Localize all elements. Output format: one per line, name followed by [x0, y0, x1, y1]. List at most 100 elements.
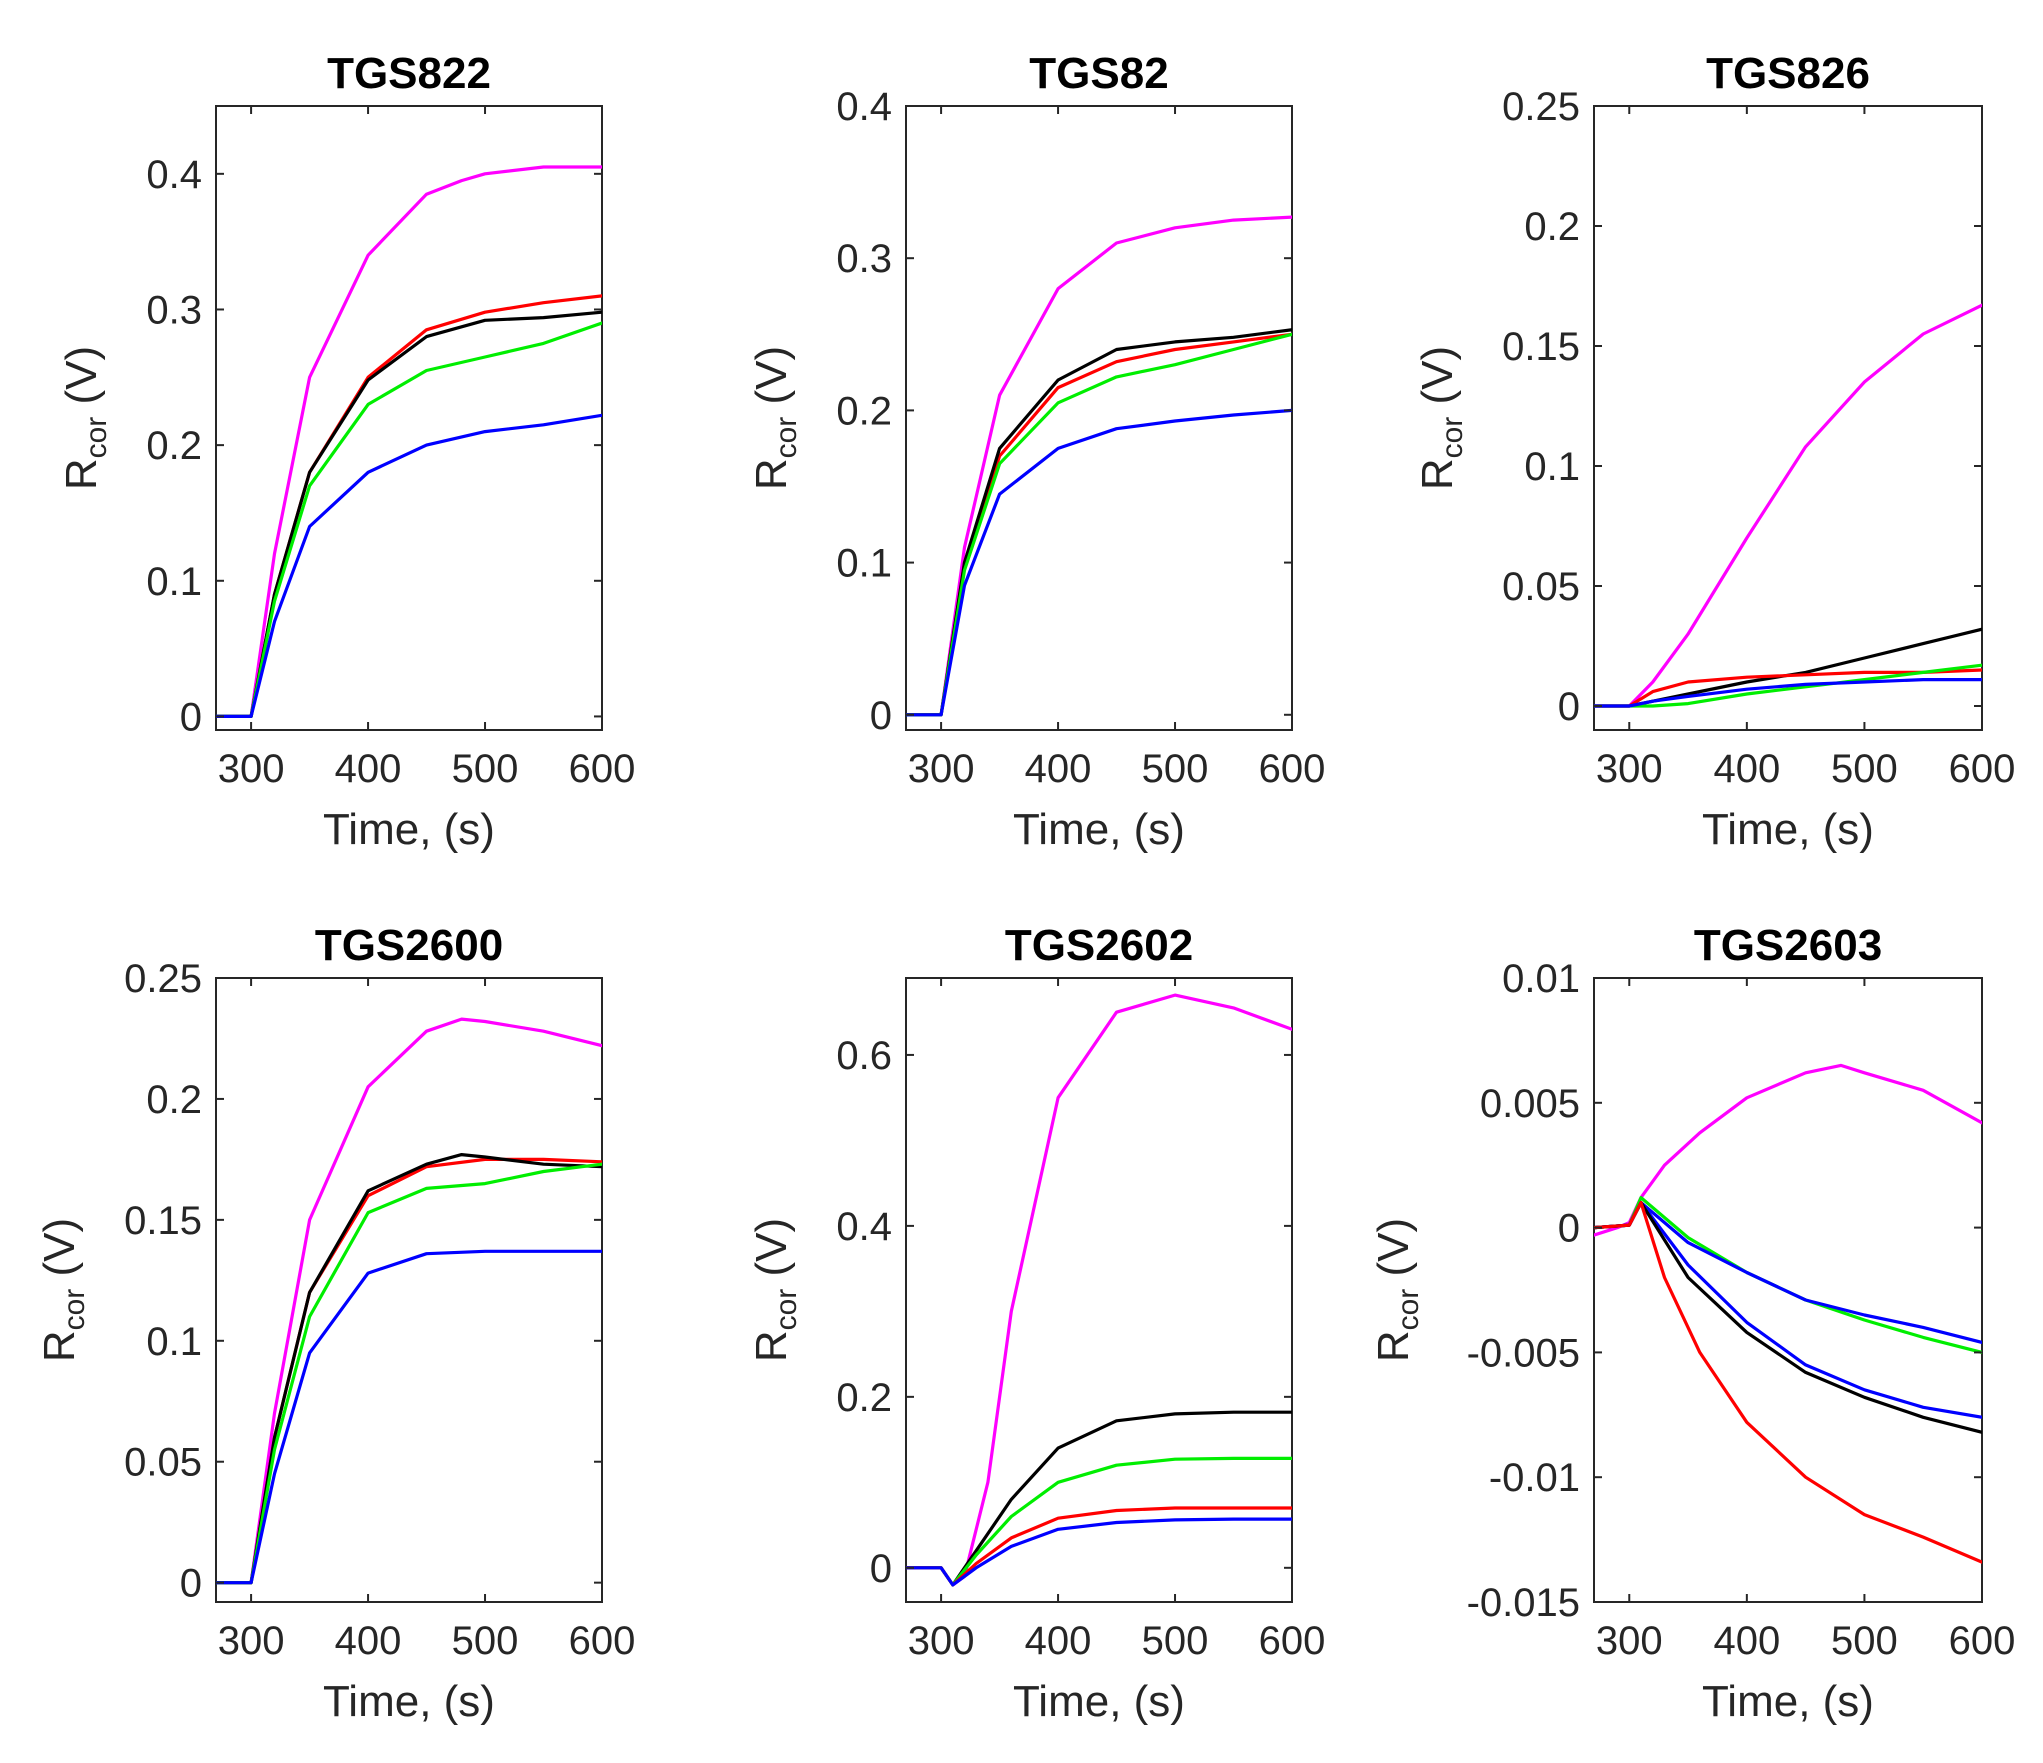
series-line-blue [906, 408, 1292, 717]
y-tick-label: 0.4 [146, 153, 202, 197]
y-label-subscript: cor [770, 417, 803, 459]
x-axis-label: Time, (s) [1013, 805, 1185, 854]
y-label-unit: (V) [747, 346, 796, 417]
series-line-blue [216, 1249, 602, 1585]
series-group [906, 993, 1292, 1587]
y-tick-label: 0.05 [124, 1441, 202, 1485]
y-tick-label: 0.2 [836, 389, 892, 433]
chart-panel-4: 300 400 500 600 0 0.05 0.1 0.15 0.2 0.25 TGS2600 Ti… [35, 921, 635, 1726]
y-tick-label: 0.3 [146, 288, 202, 332]
series-group [216, 165, 602, 718]
chart-title: TGS82 [1029, 49, 1168, 98]
y-label-main: R [1369, 1330, 1418, 1362]
series-group [1594, 1063, 1982, 1564]
y-tick-label: -0.015 [1467, 1581, 1580, 1625]
y-label-unit: (V) [35, 1218, 84, 1289]
y-tick-label: 0 [1558, 1207, 1580, 1251]
x-tick-label: 500 [1142, 1619, 1209, 1663]
x-tick-label: 500 [1831, 1619, 1898, 1663]
y-label-unit: (V) [1369, 1218, 1418, 1289]
y-tick-label: 0.2 [1524, 205, 1580, 249]
x-tick-label: 400 [1025, 1619, 1092, 1663]
x-tick-label: 300 [218, 1619, 285, 1663]
y-axis-label: Rcor (V) [1413, 346, 1469, 490]
series-group [906, 215, 1292, 717]
y-label-unit: (V) [747, 1218, 796, 1289]
x-axis-label: Time, (s) [1013, 1677, 1185, 1726]
chart-panel-5: 300 400 500 600 0 0.2 0.4 0.6 TGS2602 Time, (s) Rc… [747, 921, 1325, 1726]
x-tick-label: 600 [569, 1619, 636, 1663]
x-tick-label: 300 [218, 747, 285, 791]
x-axis-label: Time, (s) [1702, 805, 1874, 854]
chart-title: TGS2600 [315, 921, 503, 970]
y-tick-label: 0 [180, 1562, 202, 1606]
chart-panel-3: 300 400 500 600 0 0.05 0.1 0.15 0.2 0.25 TGS826 Tim… [1413, 49, 2015, 854]
axes-box [905, 105, 1293, 731]
y-tick-label: 0.1 [146, 1320, 202, 1364]
x-tick-label: 600 [1259, 1619, 1326, 1663]
x-tick-label: 500 [1142, 747, 1209, 791]
y-tick-label: 0.005 [1480, 1082, 1580, 1126]
axes-box [215, 105, 603, 731]
y-label-subscript: cor [58, 1289, 91, 1331]
y-tick-label: 0.25 [124, 957, 202, 1001]
series-line-magenta [216, 165, 602, 718]
y-tick-label: 0.3 [836, 237, 892, 281]
x-tick-label: 300 [1596, 1619, 1663, 1663]
y-axis-label: Rcor (V) [57, 346, 113, 490]
series-line-green [216, 321, 602, 718]
chart-title: TGS826 [1706, 49, 1870, 98]
y-tick-label: 0.4 [836, 1205, 892, 1249]
y-axis-label: Rcor (V) [1369, 1218, 1425, 1362]
y-tick-label: 0 [1558, 685, 1580, 729]
y-label-unit: (V) [57, 346, 106, 417]
y-tick-label: 0.05 [1502, 565, 1580, 609]
y-tick-label: 0.25 [1502, 85, 1580, 129]
chart-title: TGS2602 [1005, 921, 1193, 970]
y-label-subscript: cor [1392, 1289, 1425, 1331]
y-label-main: R [35, 1330, 84, 1362]
y-label-subscript: cor [770, 1289, 803, 1331]
x-tick-label: 300 [908, 747, 975, 791]
series-group [1594, 303, 1982, 708]
axes-box [215, 977, 603, 1603]
y-label-main: R [747, 1330, 796, 1362]
x-tick-label: 300 [1596, 747, 1663, 791]
series-line-blue [906, 1517, 1292, 1587]
x-tick-label: 400 [335, 1619, 402, 1663]
x-axis-label: Time, (s) [323, 805, 495, 854]
y-tick-label: 0.15 [124, 1199, 202, 1243]
axes-box [1593, 105, 1983, 731]
x-tick-label: 500 [452, 747, 519, 791]
chart-panel-2: 300 400 500 600 0 0.1 0.2 0.3 0.4 TGS82 Time, (s) R… [747, 49, 1325, 854]
y-label-subscript: cor [1436, 417, 1469, 459]
x-axis-label: Time, (s) [323, 1677, 495, 1726]
x-tick-label: 600 [1949, 1619, 2016, 1663]
y-tick-label: -0.005 [1467, 1331, 1580, 1375]
y-tick-label: 0.6 [836, 1034, 892, 1078]
axes-box [1593, 977, 1983, 1603]
series-line-blue [216, 413, 602, 718]
series-line-green [216, 1162, 602, 1585]
y-axis-label: Rcor (V) [747, 1218, 803, 1362]
y-tick-label: 0.1 [146, 560, 202, 604]
y-tick-label: 0.01 [1502, 957, 1580, 1001]
chart-panel-6: 300 400 500 600 -0.015 -0.01 -0.005 0 0.005 0.01 T… [1369, 921, 2015, 1726]
y-axis-label: Rcor (V) [747, 346, 803, 490]
y-tick-label: 0.2 [146, 1078, 202, 1122]
x-tick-label: 400 [335, 747, 402, 791]
y-tick-label: 0 [180, 695, 202, 739]
y-tick-label: 0.4 [836, 85, 892, 129]
y-tick-label: 0 [870, 694, 892, 738]
x-axis-label: Time, (s) [1702, 1677, 1874, 1726]
x-tick-label: 600 [1259, 747, 1326, 791]
axes-box [905, 977, 1293, 1603]
y-tick-label: 0.1 [1524, 445, 1580, 489]
series-line-red [1594, 668, 1982, 708]
y-tick-label: 0.15 [1502, 325, 1580, 369]
x-tick-label: 500 [1831, 747, 1898, 791]
x-tick-label: 500 [452, 1619, 519, 1663]
y-tick-label: 0 [870, 1547, 892, 1591]
x-tick-label: 400 [1713, 1619, 1780, 1663]
